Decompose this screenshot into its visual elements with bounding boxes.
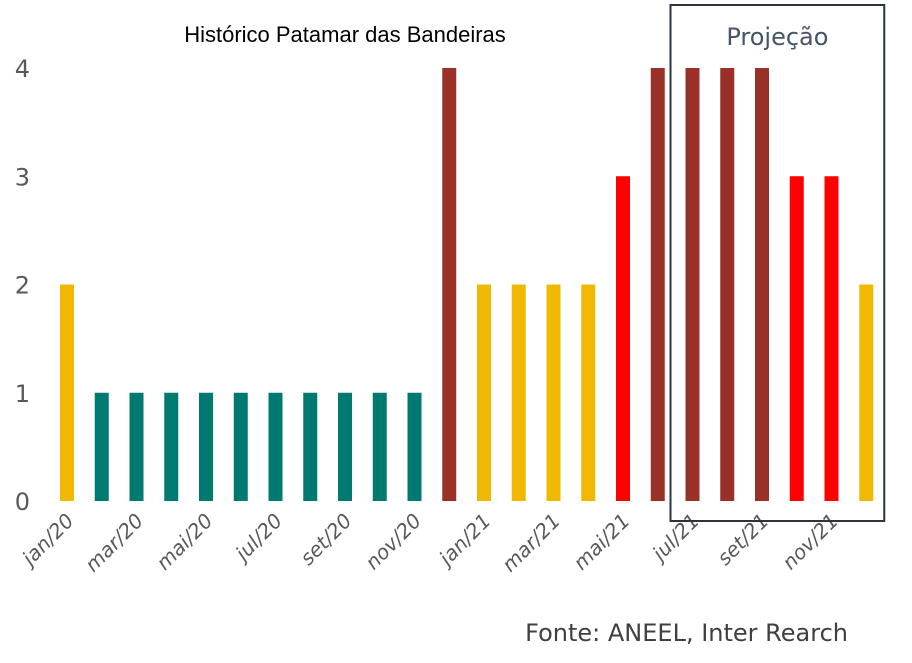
bars (60, 68, 874, 501)
bar-abr-21 (581, 284, 596, 501)
y-tick-label: 0 (15, 488, 30, 516)
x-tick-label: mai/21 (568, 509, 634, 575)
bar-ago-20 (303, 392, 318, 501)
x-tick-label: set/21 (712, 509, 773, 570)
y-tick-label: 4 (15, 55, 30, 83)
y-tick-label: 3 (15, 163, 30, 191)
bar-jan-21 (477, 284, 491, 501)
bar-abr-20 (164, 392, 179, 501)
bar-fev-21 (511, 284, 526, 501)
bar-jul-21 (685, 68, 700, 501)
x-tick-label: jan/20 (15, 509, 78, 572)
bar-mar-21 (546, 284, 561, 501)
bar-fev-20 (94, 392, 109, 501)
x-tick-label: jul/20 (228, 509, 287, 568)
bar-jan-20 (60, 284, 74, 501)
x-tick-label: nov/20 (360, 509, 426, 575)
bar-nov-20 (407, 392, 422, 501)
bar-mai-20 (199, 392, 213, 501)
bar-mar-20 (129, 392, 144, 501)
x-tick-label: set/20 (295, 509, 356, 570)
x-tick-label: nov/21 (777, 509, 843, 575)
x-tick-label: jul/21 (645, 509, 704, 568)
y-tick-label: 2 (15, 272, 30, 300)
bar-set-20 (338, 392, 352, 501)
bar-nov-21 (824, 176, 839, 501)
source-label: Fonte: ANEEL, Inter Rearch (525, 619, 848, 647)
x-tick-label: mar/21 (497, 509, 565, 577)
bar-mai-21 (616, 176, 630, 501)
chart-title: Histórico Patamar das Bandeiras (184, 22, 506, 47)
x-axis: jan/20 mar/20 mai/20 jul/20 set/20 nov/20 jan/… (15, 509, 843, 577)
projection-label: Projeção (726, 23, 828, 51)
bar-ago-21 (720, 68, 735, 501)
y-axis: 0 1 2 3 4 (15, 55, 30, 516)
bar-out-21 (789, 176, 804, 501)
bar-out-20 (372, 392, 387, 501)
bar-dez-21 (859, 284, 874, 501)
x-tick-label: jan/21 (432, 509, 495, 572)
x-tick-label: mar/20 (80, 509, 148, 577)
bar-jun-20 (233, 392, 248, 501)
bar-jul-20 (268, 392, 283, 501)
x-tick-label: mai/20 (151, 509, 217, 575)
y-tick-label: 1 (15, 380, 30, 408)
bar-dez-20 (442, 68, 457, 501)
bar-jun-21 (650, 68, 665, 501)
projection-box (669, 4, 886, 522)
bar-set-21 (755, 68, 769, 501)
